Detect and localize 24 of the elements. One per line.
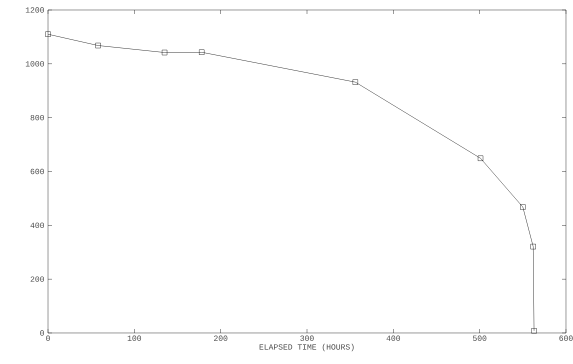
y-tick-label: 400 bbox=[30, 222, 44, 228]
x-tick-label: 600 bbox=[559, 336, 573, 341]
point bbox=[478, 156, 484, 161]
y-tick-label: 600 bbox=[30, 168, 44, 174]
x-tick-label: 0 bbox=[46, 336, 50, 341]
point bbox=[95, 42, 101, 48]
point bbox=[520, 204, 526, 210]
point bbox=[530, 244, 536, 250]
point bbox=[531, 328, 537, 334]
y-tick-label: 800 bbox=[30, 114, 44, 120]
x-tick-label: 400 bbox=[386, 336, 400, 341]
point bbox=[198, 50, 204, 55]
point bbox=[352, 79, 358, 85]
x-tick-label: 300 bbox=[300, 336, 314, 341]
point bbox=[162, 50, 168, 56]
point bbox=[45, 32, 51, 37]
x-axis-title: ELAPSED TIME (HOURS) bbox=[260, 344, 354, 352]
x-tick-label: 100 bbox=[128, 336, 142, 341]
y-tick-label: 200 bbox=[30, 276, 44, 282]
x-tick-label: 500 bbox=[472, 336, 486, 341]
x-tick-label: 200 bbox=[214, 336, 228, 341]
y-tick-label: 0 bbox=[40, 330, 44, 336]
y-tick-label: 1000 bbox=[26, 61, 44, 67]
y-tick-label: 1200 bbox=[26, 7, 44, 13]
